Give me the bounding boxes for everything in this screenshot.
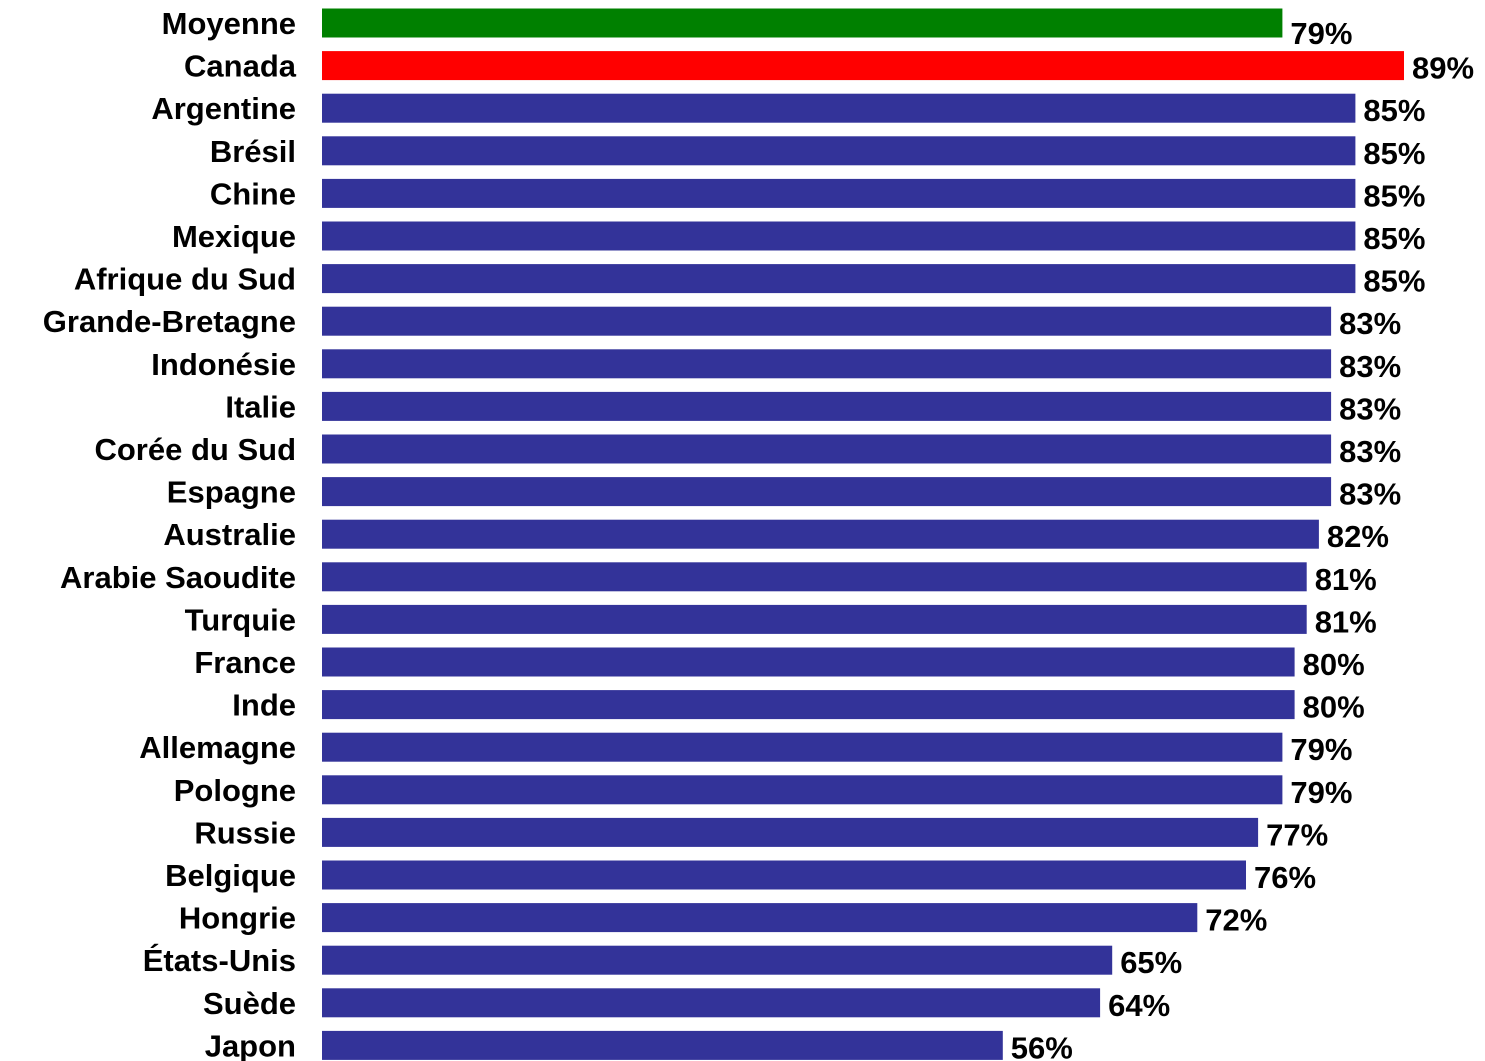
value-label-coree-du-sud: 83% — [1339, 434, 1401, 469]
value-label-canada: 89% — [1412, 51, 1474, 86]
value-label-mexique: 85% — [1363, 221, 1425, 256]
bar-moyenne — [322, 8, 1283, 38]
category-label-australie: Australie — [163, 517, 296, 552]
bar-canada — [322, 51, 1404, 81]
bar-etats-unis — [322, 945, 1113, 975]
category-label-belgique: Belgique — [165, 858, 296, 893]
category-label-etats-unis: États-Unis — [143, 943, 296, 978]
value-label-grande-bretagne: 83% — [1339, 306, 1401, 341]
category-label-coree-du-sud: Corée du Sud — [94, 432, 296, 467]
bar-coree-du-sud — [322, 434, 1332, 464]
category-label-indonesie: Indonésie — [151, 347, 296, 382]
value-label-hongrie: 72% — [1205, 903, 1267, 938]
bar-hongrie — [322, 903, 1198, 933]
value-label-bresil: 85% — [1363, 136, 1425, 171]
category-label-canada: Canada — [184, 49, 297, 84]
bar-suede — [322, 988, 1101, 1018]
value-label-indonesie: 83% — [1339, 349, 1401, 384]
bar-france — [322, 647, 1295, 677]
bar-grande-bretagne — [322, 306, 1332, 336]
bar-allemagne — [322, 732, 1283, 762]
bar-inde — [322, 690, 1295, 720]
category-label-hongrie: Hongrie — [179, 901, 296, 936]
category-label-moyenne: Moyenne — [162, 6, 296, 41]
value-label-moyenne: 79% — [1290, 16, 1352, 51]
bar-afrique-du-sud — [322, 264, 1356, 294]
category-label-russie: Russie — [194, 815, 296, 850]
bar-mexique — [322, 221, 1356, 251]
category-label-france: France — [194, 645, 296, 680]
category-label-argentine: Argentine — [151, 91, 296, 126]
bar-italie — [322, 391, 1332, 421]
bar-pologne — [322, 775, 1283, 805]
value-label-italie: 83% — [1339, 391, 1401, 426]
value-labels: 79% 89% 85% 85% 85% 85% 85% 83% 83% 83% 83% 83% 82% 8… — [1011, 16, 1474, 1061]
category-label-pologne: Pologne — [174, 773, 296, 808]
bar-argentine — [322, 93, 1356, 123]
bar-chine — [322, 178, 1356, 208]
category-label-italie: Italie — [225, 389, 296, 424]
value-label-chine: 85% — [1363, 178, 1425, 213]
category-label-mexique: Mexique — [172, 219, 296, 254]
value-label-arabie-saoudite: 81% — [1315, 562, 1377, 597]
value-label-japon: 56% — [1011, 1030, 1073, 1061]
value-label-belgique: 76% — [1254, 860, 1316, 895]
value-label-inde: 80% — [1303, 690, 1365, 725]
value-label-afrique-du-sud: 85% — [1363, 264, 1425, 299]
category-label-suede: Suède — [203, 986, 296, 1021]
value-label-turquie: 81% — [1315, 604, 1377, 639]
category-label-inde: Inde — [232, 688, 296, 723]
category-label-espagne: Espagne — [167, 475, 296, 510]
bar-indonesie — [322, 349, 1332, 379]
bar-russie — [322, 817, 1259, 847]
value-label-suede: 64% — [1108, 988, 1170, 1023]
bar-bresil — [322, 136, 1356, 166]
bar-turquie — [322, 604, 1307, 634]
value-label-australie: 82% — [1327, 519, 1389, 554]
value-label-etats-unis: 65% — [1120, 945, 1182, 980]
bar-arabie-saoudite — [322, 562, 1307, 592]
category-label-allemagne: Allemagne — [139, 730, 296, 765]
category-label-turquie: Turquie — [185, 602, 296, 637]
value-label-espagne: 83% — [1339, 477, 1401, 512]
value-label-russie: 77% — [1266, 817, 1328, 852]
bar-espagne — [322, 477, 1332, 507]
category-label-grande-bretagne: Grande-Bretagne — [43, 304, 296, 339]
category-label-arabie-saoudite: Arabie Saoudite — [60, 560, 296, 595]
bar-belgique — [322, 860, 1246, 890]
value-label-pologne: 79% — [1290, 775, 1352, 810]
category-labels: Moyenne Canada Argentine Brésil Chine Mexique… — [43, 6, 297, 1061]
bar-japon — [322, 1030, 1003, 1060]
value-label-argentine: 85% — [1363, 93, 1425, 128]
value-label-france: 80% — [1303, 647, 1365, 682]
bars-layer — [322, 8, 1404, 1060]
category-label-bresil: Brésil — [210, 134, 296, 169]
value-label-allemagne: 79% — [1290, 732, 1352, 767]
bar-australie — [322, 519, 1319, 549]
category-label-chine: Chine — [210, 176, 296, 211]
category-label-afrique-du-sud: Afrique du Sud — [74, 262, 296, 297]
category-label-japon: Japon — [205, 1028, 296, 1061]
